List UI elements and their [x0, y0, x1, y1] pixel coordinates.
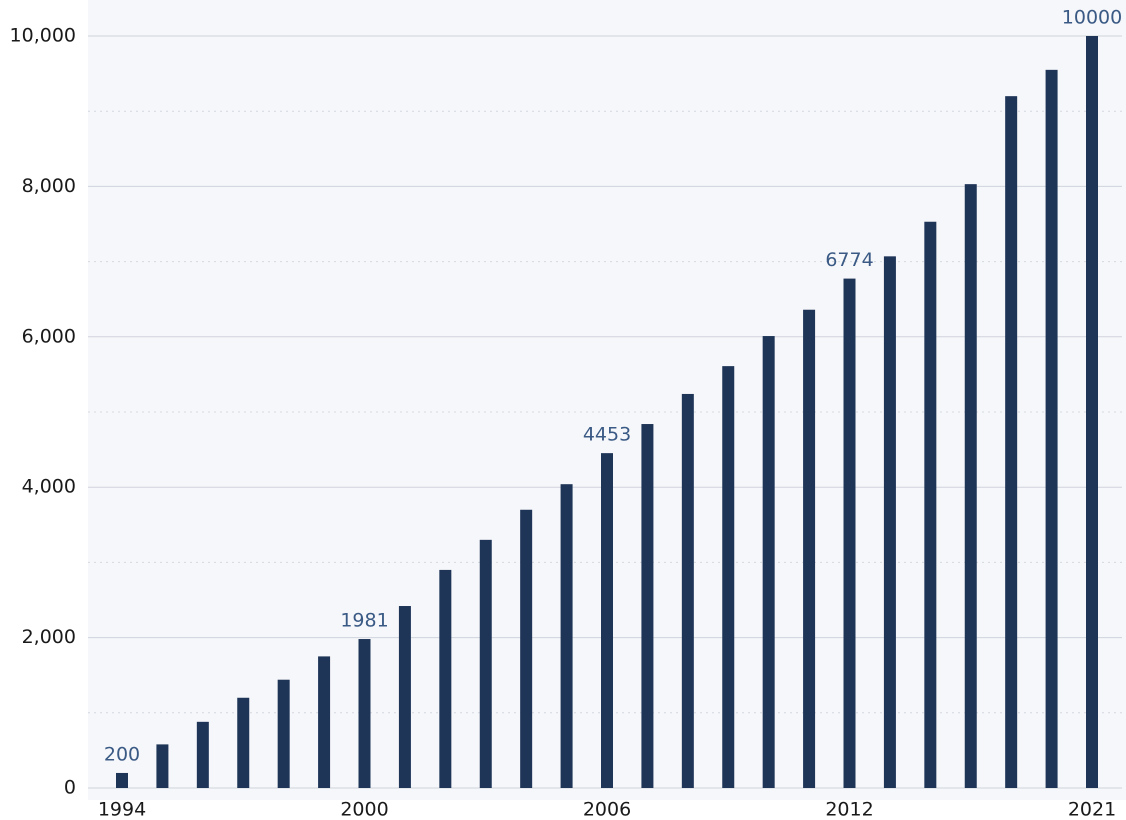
- bar: [479, 539, 492, 788]
- y-tick-label: 10,000: [10, 25, 76, 47]
- x-tick-label: 1994: [98, 799, 146, 820]
- bar: [277, 679, 290, 788]
- bar: [924, 221, 937, 788]
- bar: [722, 366, 735, 788]
- bar: [116, 772, 128, 788]
- bar: [237, 697, 250, 788]
- bar: [681, 393, 694, 788]
- value-label: 200: [104, 743, 140, 765]
- y-tick-label: 8,000: [22, 175, 76, 197]
- value-label: 10000: [1062, 7, 1122, 29]
- bar: [1005, 96, 1018, 788]
- bar: [439, 569, 452, 788]
- bar: [398, 606, 411, 788]
- x-tick-label: 2000: [340, 799, 388, 820]
- bar: [601, 453, 613, 788]
- bar: [883, 256, 896, 788]
- bar: [1045, 69, 1058, 789]
- y-tick-label: 0: [64, 777, 76, 799]
- y-tick-label: 6,000: [22, 325, 76, 347]
- bar: [964, 184, 977, 789]
- bar: [641, 424, 654, 788]
- bar: [762, 336, 775, 788]
- bar: [803, 309, 816, 788]
- bar: [156, 744, 169, 788]
- value-label: 4453: [583, 424, 631, 446]
- x-tick-label: 2021: [1068, 799, 1116, 820]
- bar: [520, 509, 533, 788]
- value-label: 6774: [825, 249, 873, 271]
- bar: [1086, 36, 1098, 788]
- x-tick-label: 2012: [825, 799, 873, 820]
- x-tick-label: 2006: [583, 799, 631, 820]
- y-tick-label: 4,000: [22, 476, 76, 498]
- bar: [318, 656, 331, 788]
- bar: [358, 639, 371, 788]
- y-tick-label: 2,000: [22, 626, 76, 648]
- bar: [560, 484, 573, 788]
- bar: [196, 721, 209, 788]
- bar: [843, 278, 856, 788]
- value-label: 1981: [340, 610, 388, 632]
